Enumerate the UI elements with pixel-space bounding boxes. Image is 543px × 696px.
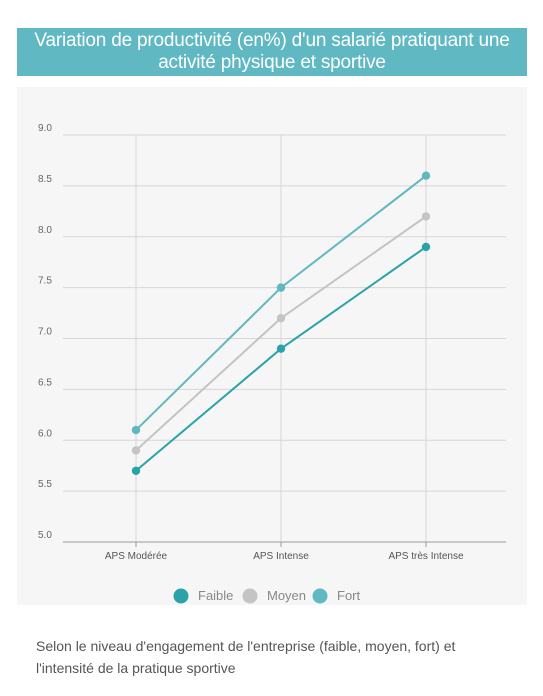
y-tick-label: 7.5 — [38, 276, 52, 287]
y-tick-label: 8.5 — [38, 174, 52, 185]
y-tick-label: 6.5 — [38, 377, 52, 388]
data-point-faible — [131, 466, 141, 475]
data-point-faible — [421, 242, 431, 252]
line-chart: 5.0 5.5 6.0 6.5 7.0 7.5 8.0 8.5 9.0 APS Modérée AP… — [38, 123, 506, 604]
legend-label-faible: Faible — [198, 588, 233, 603]
chart-panel — [17, 87, 527, 605]
data-point-fort — [421, 171, 431, 180]
legend-marker-faible — [173, 588, 189, 604]
y-tick-label: 9.0 — [38, 123, 52, 134]
chart-caption: Selon le niveau d'engagement de l'entrep… — [36, 638, 456, 676]
x-tick-label: APS Modérée — [105, 551, 168, 562]
y-tick-label: 5.0 — [38, 530, 52, 541]
y-tick-label: 8.0 — [38, 225, 52, 236]
data-point-fort — [276, 283, 286, 292]
data-point-faible — [276, 344, 286, 353]
legend-label-moyen: Moyen — [267, 588, 306, 603]
y-tick-label: 5.5 — [38, 479, 52, 490]
data-point-moyen — [276, 313, 286, 323]
data-point-moyen — [421, 212, 431, 221]
y-tick-label: 6.0 — [38, 428, 52, 439]
legend-label-fort: Fort — [337, 588, 361, 603]
x-tick-label: APS Intense — [253, 551, 309, 562]
data-point-fort — [131, 425, 141, 435]
legend-marker-fort — [312, 588, 328, 604]
x-tick-label: APS très Intense — [388, 551, 463, 562]
legend-marker-moyen — [242, 588, 258, 604]
data-point-moyen — [131, 446, 141, 455]
chart-title: Variation de productivité (en%) d'un sal… — [17, 28, 527, 76]
y-tick-label: 7.0 — [38, 327, 52, 338]
